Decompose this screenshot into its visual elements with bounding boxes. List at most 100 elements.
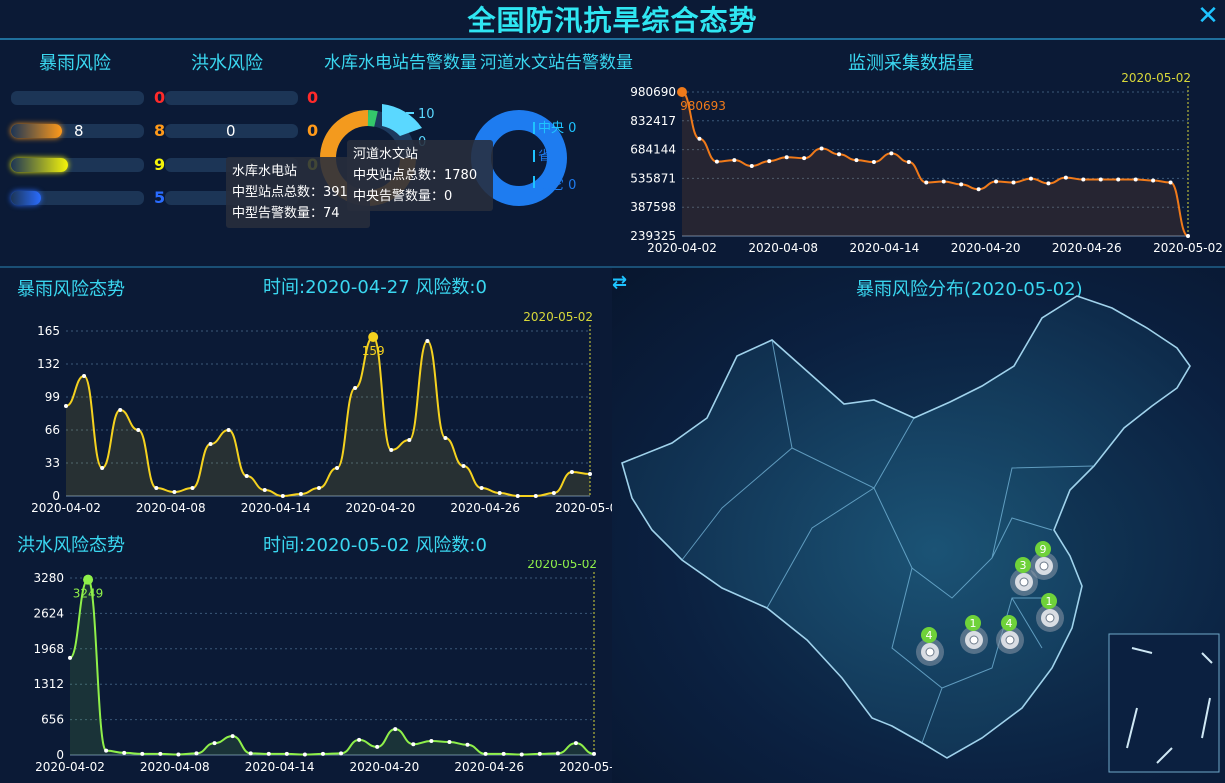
rain-risk-bar-fill — [11, 158, 68, 172]
monitor-chart-point — [1116, 177, 1121, 182]
flood-chart-y-tick: 3280 — [33, 571, 64, 585]
map-marker[interactable]: 4 — [996, 615, 1024, 654]
map-marker[interactable]: 3 — [1010, 557, 1038, 596]
map-marker-label: 1 — [970, 617, 977, 630]
rain-chart-point — [479, 486, 484, 490]
map-marker-label: 4 — [926, 629, 933, 642]
monitor-chart-point — [802, 156, 807, 161]
monitor-chart-point — [1028, 176, 1033, 181]
monitor-chart-x-tick: 2020-05-02 — [1153, 241, 1223, 255]
flood-chart-y-tick: 1312 — [33, 677, 64, 691]
monitor-chart-marker-date: 2020-05-02 — [1121, 71, 1191, 85]
close-icon[interactable]: ✕ — [1197, 1, 1219, 31]
flood-trend-title: 洪水风险态势 — [17, 535, 125, 556]
map-marker[interactable]: 1 — [960, 615, 988, 654]
rain-chart-point — [118, 408, 123, 412]
flood-chart-point — [266, 751, 271, 756]
monitor-chart-x-tick: 2020-04-02 — [647, 241, 717, 255]
flood-chart-point — [393, 727, 398, 732]
flood-risk-bar-track — [165, 91, 298, 105]
monitor-chart-series-line — [681, 90, 1189, 237]
rain-chart-point — [461, 464, 466, 468]
rain-risk-bar-value: 8 — [74, 122, 84, 140]
monitor-chart-point — [941, 179, 946, 184]
map-marker-label: 9 — [1040, 543, 1047, 556]
monitor-chart-point — [1081, 177, 1086, 182]
monitor-chart-point — [1168, 180, 1173, 185]
monitor-chart-point — [924, 180, 929, 185]
monitor-chart-point — [959, 182, 964, 187]
rain-chart-x-tick: 2020-04-08 — [136, 501, 206, 515]
map-marker-label: 1 — [1046, 595, 1053, 608]
monitor-chart-y-tick: 832417 — [630, 114, 676, 128]
title-divider — [0, 38, 1225, 40]
swap-icon[interactable]: ⇄ — [612, 272, 628, 293]
china-outline — [621, 295, 1191, 759]
page-title: 全国防汛抗旱综合态势 — [467, 4, 758, 37]
monitor-chart-y-tick: 684144 — [630, 143, 676, 157]
rain-risk-bar-fill — [11, 124, 62, 138]
monitor-chart[interactable]: 9806908324176841445358713875982393252020… — [620, 70, 1225, 265]
rain-risk-bar-track — [11, 191, 144, 205]
flood-chart-y-tick: 1968 — [33, 642, 64, 656]
rain-chart-point — [407, 438, 412, 442]
monitor-chart-point — [976, 187, 981, 192]
river-legend-2: 省 1 — [538, 149, 563, 164]
flood-chart-y-tick: 656 — [41, 713, 64, 727]
rain-chart-point — [515, 494, 520, 498]
rain-chart-point — [190, 486, 195, 490]
flood-risk-bar-value: 0 — [226, 122, 236, 140]
rain-chart-point — [154, 486, 159, 490]
reservoir-tooltip-total: 中型站点总数：391 — [232, 185, 348, 200]
rain-risk-count: 8 — [154, 121, 166, 140]
flood-chart-point — [140, 751, 145, 756]
monitor-chart-x-tick: 2020-04-14 — [850, 241, 920, 255]
map-marker[interactable]: 4 — [916, 627, 944, 666]
rain-chart-point — [368, 332, 379, 342]
monitor-chart-point — [732, 158, 737, 163]
monitor-chart-point — [1186, 234, 1190, 238]
map-marker[interactable]: 9 — [1030, 541, 1058, 580]
monitor-chart-point — [854, 158, 859, 163]
flood-chart-point — [176, 752, 181, 757]
monitor-chart-point — [1046, 181, 1051, 186]
rain-chart-point — [497, 491, 502, 495]
china-map[interactable]: 93 1 4 1 4 — [612, 268, 1225, 783]
rain-chart-point — [208, 442, 213, 446]
rain-trend-title: 暴雨风险态势 — [17, 279, 125, 300]
rain-risk-count: 5 — [154, 188, 166, 207]
flood-chart-y-tick: 0 — [56, 748, 64, 762]
monitor-chart-y-tick: 239325 — [630, 229, 676, 243]
monitor-chart-point — [784, 155, 789, 160]
rain-chart-area — [66, 337, 590, 496]
reservoir-donut-highlight — [382, 104, 422, 136]
reservoir-tooltip: 水库水电站 中型站点总数：391 中型告警数量：74 — [226, 157, 370, 228]
south-sea-inset — [1108, 633, 1220, 773]
rain-chart-x-tick: 2020-04-26 — [450, 501, 520, 515]
map-marker[interactable]: 1 — [1036, 593, 1064, 632]
flood-chart-x-tick: 2020-04-02 — [35, 760, 105, 774]
rain-chart-point — [82, 374, 87, 378]
rain-chart-point — [262, 488, 267, 492]
rain-chart-point — [136, 428, 141, 432]
flood-chart-point — [411, 742, 416, 747]
monitor-chart-point — [889, 151, 894, 156]
monitor-chart-point — [819, 146, 824, 151]
rain-chart-x-tick: 2020-04-02 — [31, 501, 101, 515]
rain-chart-max-label: 159 — [362, 344, 385, 358]
flood-chart-marker-date: 2020-05-02 — [527, 560, 597, 571]
flood-chart-point — [429, 738, 434, 743]
monitor-chart-x-tick: 2020-04-20 — [951, 241, 1021, 255]
flood-chart-x-tick: 2020-04-26 — [454, 760, 524, 774]
flood-chart-point — [320, 751, 325, 756]
section-divider — [0, 266, 1225, 268]
reservoir-tooltip-name: 水库水电站 — [232, 164, 298, 179]
rain-chart-y-tick: 165 — [37, 324, 60, 338]
rain-risk-count: 9 — [154, 155, 166, 174]
flood-chart-max-label: 3249 — [73, 587, 104, 601]
rain-chart-x-tick: 2020-04-14 — [241, 501, 311, 515]
rain-risk-bar-track — [11, 91, 144, 105]
rain-chart-point — [551, 491, 556, 495]
